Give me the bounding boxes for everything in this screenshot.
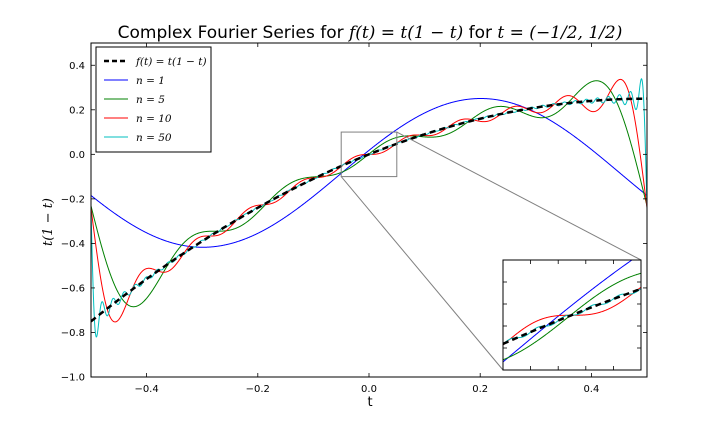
legend-label-3: n = 10 — [136, 113, 172, 125]
zoom-connector-bottom — [340, 176, 504, 371]
y-axis-label: t(1 − t) — [41, 198, 56, 246]
legend: f(t) = t(1 − t) n = 1 n = 5 n = 10 n = 50 — [95, 46, 212, 153]
inset-frame — [502, 259, 642, 371]
main-ytick-label: 0.0 — [69, 150, 85, 161]
main-xtick-label: −0.4 — [134, 384, 158, 395]
main-ytick-label: −1.0 — [61, 373, 85, 384]
zoom-connector-top — [396, 131, 642, 261]
main-xtick-label: −0.2 — [246, 384, 270, 395]
legend-label-0: f(t) = t(1 − t) — [135, 56, 207, 68]
main-xtick-label: 0.2 — [472, 384, 488, 395]
main-ytick-label: −0.8 — [61, 328, 85, 339]
inset-series-n1 — [503, 260, 633, 363]
main-xtick-label: 0.0 — [361, 384, 377, 395]
main-series-exact — [91, 97, 647, 323]
legend-label-1: n = 1 — [136, 75, 165, 87]
x-axis-label: t — [367, 395, 372, 410]
main-xtick-label: 0.4 — [583, 384, 599, 395]
main-ytick-label: 0.4 — [69, 61, 85, 72]
main-ytick-label: −0.6 — [61, 283, 85, 294]
legend-label-2: n = 5 — [136, 94, 165, 106]
inset-series-exact — [503, 287, 641, 346]
main-series-group — [91, 78, 647, 338]
inset-zoom — [502, 259, 642, 371]
legend-label-4: n = 50 — [136, 132, 172, 144]
chart-title: Complex Fourier Series for f(t) = t(1 − … — [118, 23, 623, 43]
main-ytick-label: 0.2 — [69, 105, 85, 116]
main-ytick-label: −0.2 — [61, 194, 85, 205]
zoom-region-box — [340, 131, 398, 178]
main-series-n1 — [91, 98, 647, 248]
main-ytick-label: −0.4 — [61, 239, 85, 250]
inset-series-group — [503, 260, 641, 363]
